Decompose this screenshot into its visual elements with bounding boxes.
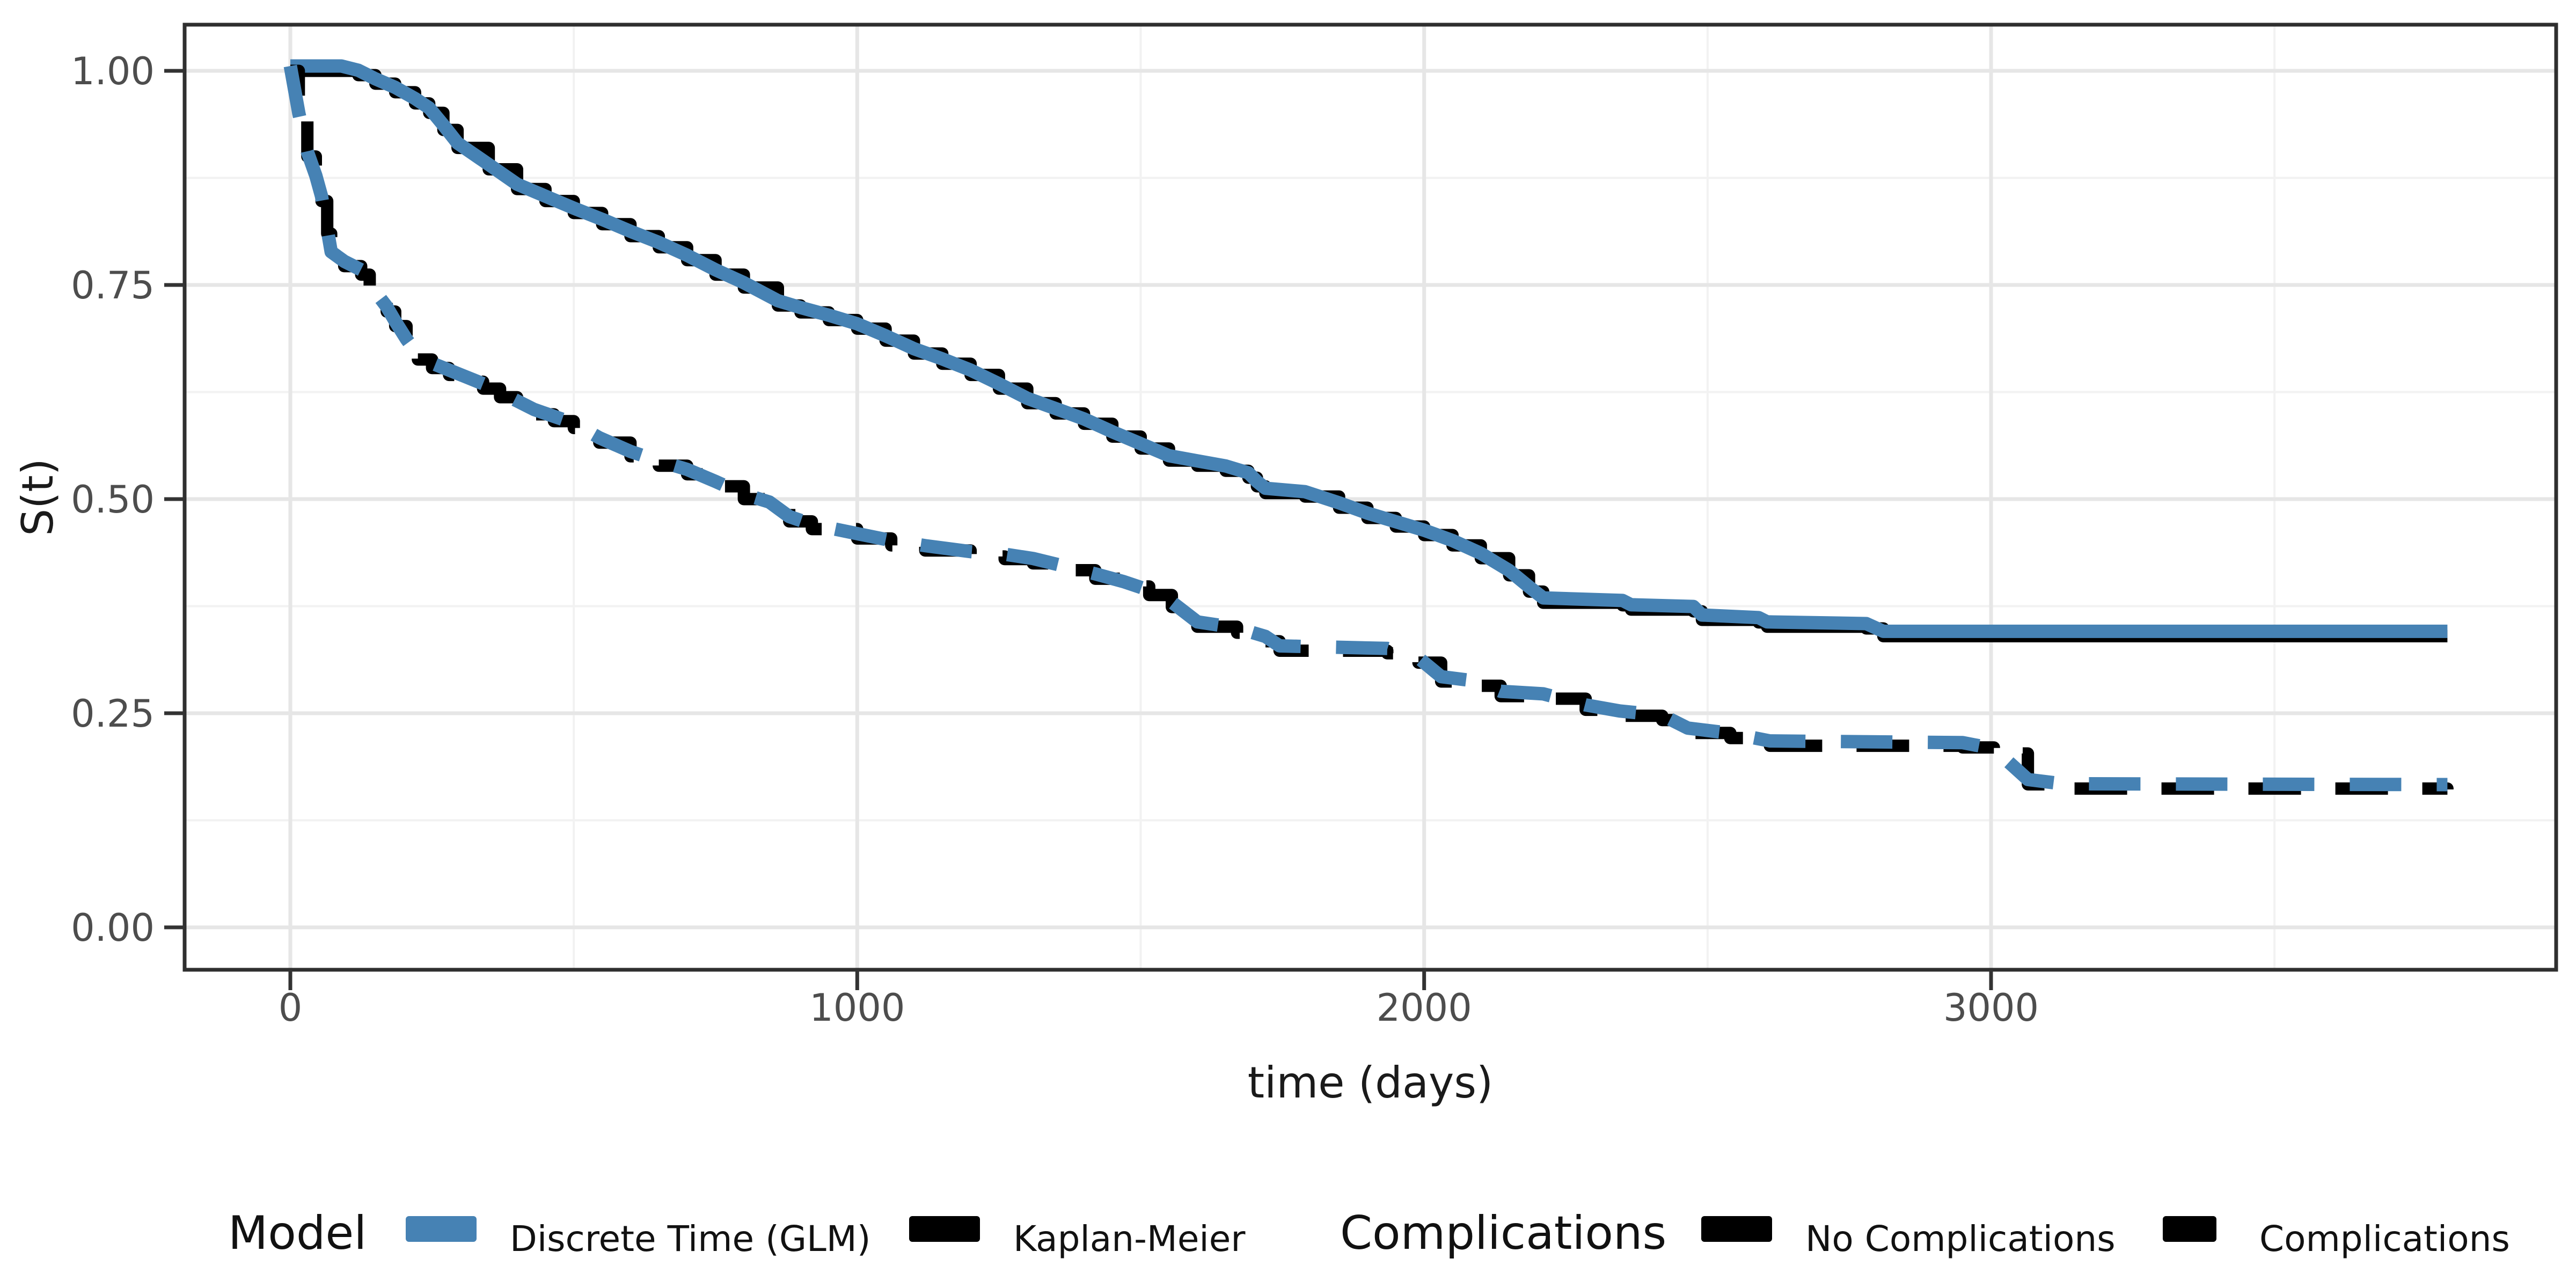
curve-discrete-time-glm--complications <box>283 64 2448 792</box>
x-tick-label: 3000 <box>1943 986 2039 1030</box>
y-tick-label: 0.50 <box>71 478 155 522</box>
curve-discrete-time-glm--no-complications <box>290 59 2448 638</box>
x-tick-label: 1000 <box>809 986 905 1030</box>
y-tick-label: 0.25 <box>71 692 155 736</box>
y-tick-label: 0.75 <box>71 264 155 308</box>
y-axis-title: S(t) <box>13 458 63 536</box>
x-tick-label: 2000 <box>1377 986 1472 1030</box>
curve-kaplan-meier-no-complications <box>290 64 2448 642</box>
y-tick-label: 1.00 <box>71 49 155 93</box>
x-axis-title: time (days) <box>1248 1058 1493 1108</box>
y-tick-label: 0.00 <box>71 906 155 950</box>
x-tick-label: 0 <box>279 986 303 1030</box>
